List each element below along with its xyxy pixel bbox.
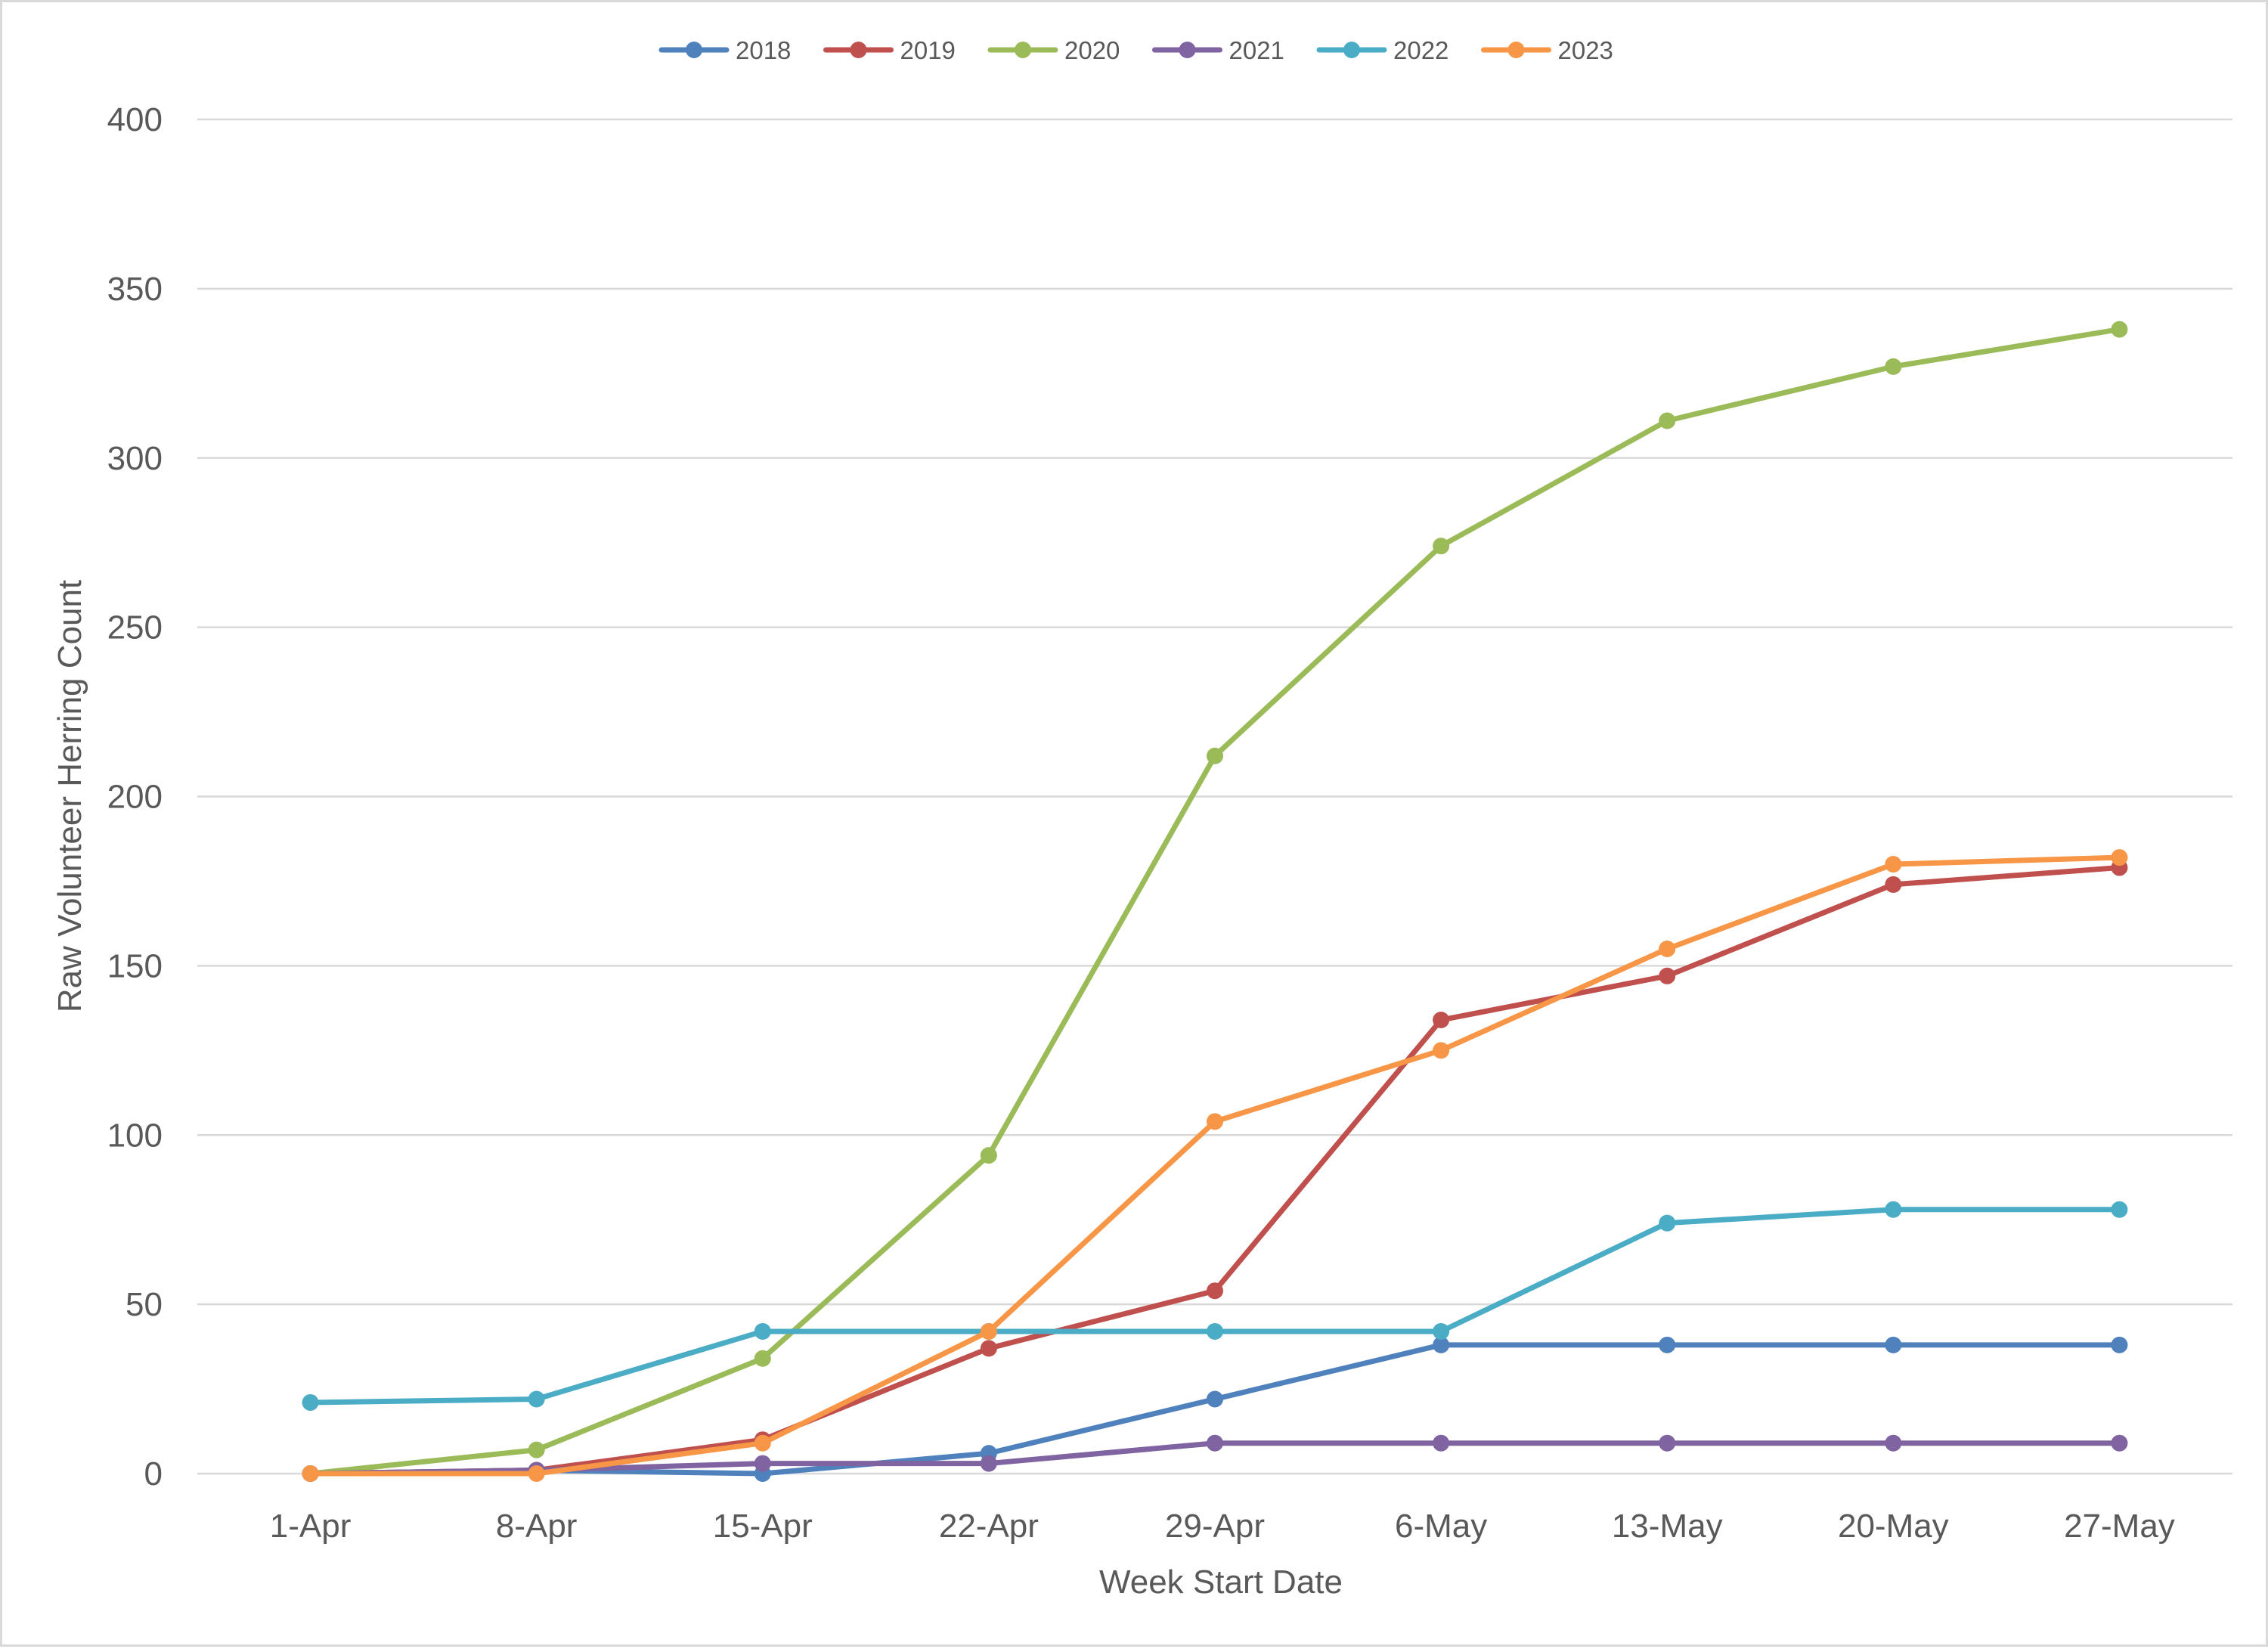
x-tick-label: 15-Apr — [713, 1508, 813, 1545]
data-point — [1433, 1336, 1450, 1353]
y-tick-label: 50 — [125, 1286, 163, 1323]
data-point — [1207, 1434, 1223, 1452]
y-tick-label: 400 — [107, 101, 163, 138]
data-point — [528, 1390, 545, 1408]
data-point — [1659, 940, 1676, 957]
data-point — [1207, 1282, 1223, 1300]
data-point — [2111, 1434, 2128, 1452]
y-axis-tick-labels: 0 50 100 150 200 250 300 350 400 — [107, 101, 163, 1492]
data-point — [1885, 358, 1902, 375]
data-point — [1885, 1336, 1902, 1353]
data-point — [1659, 1214, 1676, 1232]
legend-item: 2022 — [1316, 36, 1448, 64]
data-point — [1207, 1113, 1223, 1130]
data-point — [2111, 321, 2128, 338]
x-tick-label: 20-May — [1838, 1508, 1949, 1545]
data-point — [1207, 1322, 1223, 1340]
data-point — [1433, 1042, 1450, 1059]
data-point — [1433, 538, 1450, 555]
data-point — [980, 1455, 997, 1472]
legend: 2018 2019 2020 2021 2022 2023 — [658, 36, 1613, 64]
legend-label: 2020 — [1064, 36, 1120, 64]
y-axis-title: Raw Volunteer Herring Count — [51, 580, 88, 1012]
data-point — [1885, 1434, 1902, 1452]
series-line — [308, 854, 2122, 1477]
data-point — [302, 1393, 319, 1411]
data-point — [1207, 1390, 1223, 1408]
y-tick-label: 350 — [107, 271, 163, 308]
data-point — [1885, 1201, 1902, 1218]
series-2022 — [302, 1201, 2128, 1411]
series-2023 — [302, 849, 2128, 1482]
data-point — [2111, 1201, 2128, 1218]
data-point — [754, 1350, 771, 1367]
legend-swatch-marker — [850, 42, 867, 58]
data-point — [1659, 967, 1676, 984]
legend-swatch-marker — [1507, 42, 1525, 58]
x-tick-label: 6-May — [1395, 1508, 1487, 1545]
data-point — [1433, 1012, 1450, 1029]
data-point — [302, 1465, 319, 1482]
x-tick-label: 13-May — [1612, 1508, 1723, 1545]
series-2018 — [302, 1336, 2128, 1482]
y-tick-label: 200 — [107, 779, 163, 816]
series-line — [308, 865, 2122, 1477]
x-tick-label: 22-Apr — [939, 1508, 1039, 1545]
data-point — [1885, 876, 1902, 893]
data-point — [1659, 1336, 1676, 1353]
series-line — [308, 1207, 2122, 1406]
legend-label: 2018 — [736, 36, 791, 64]
gridlines — [197, 118, 2232, 1306]
data-point — [528, 1441, 545, 1458]
legend-swatch-marker — [1015, 42, 1031, 58]
data-point — [1207, 747, 1223, 764]
data-point — [528, 1465, 545, 1482]
data-point — [754, 1322, 771, 1340]
x-tick-label: 1-Apr — [270, 1508, 352, 1545]
x-axis-title: Week Start Date — [1099, 1564, 1343, 1601]
series-lines — [302, 321, 2128, 1482]
legend-swatch-marker — [686, 42, 702, 58]
x-tick-label: 8-Apr — [496, 1508, 578, 1545]
x-axis-tick-labels: 1-Apr 8-Apr 15-Apr 22-Apr 29-Apr 6-May 13-May 2… — [270, 1508, 2175, 1545]
series-line — [308, 1342, 2122, 1477]
legend-item: 2023 — [1481, 36, 1613, 64]
legend-swatch-marker — [1343, 42, 1360, 58]
x-tick-label: 27-May — [2064, 1508, 2175, 1545]
y-tick-label: 250 — [107, 609, 163, 646]
legend-label: 2022 — [1393, 36, 1448, 64]
y-tick-label: 300 — [107, 440, 163, 477]
series-2021 — [302, 1434, 2128, 1482]
x-tick-label: 29-Apr — [1165, 1508, 1265, 1545]
data-point — [980, 1322, 997, 1340]
legend-item: 2018 — [658, 36, 791, 64]
data-point — [2111, 849, 2128, 866]
legend-swatch-marker — [1179, 42, 1196, 58]
legend-item: 2021 — [1152, 36, 1284, 64]
data-point — [2111, 1336, 2128, 1353]
legend-label: 2019 — [900, 36, 956, 64]
data-point — [1433, 1434, 1450, 1452]
data-point — [754, 1434, 771, 1452]
data-point — [1885, 856, 1902, 873]
data-point — [1433, 1322, 1450, 1340]
legend-item: 2020 — [987, 36, 1120, 64]
data-point — [980, 1340, 997, 1357]
data-point — [754, 1455, 771, 1472]
data-point — [1659, 1434, 1676, 1452]
data-point — [1659, 412, 1676, 429]
y-tick-label: 150 — [107, 947, 163, 984]
y-tick-label: 100 — [107, 1117, 163, 1154]
legend-label: 2021 — [1229, 36, 1284, 64]
legend-item: 2019 — [823, 36, 956, 64]
series-2020 — [302, 321, 2128, 1482]
y-tick-label: 0 — [144, 1455, 163, 1492]
legend-label: 2023 — [1558, 36, 1613, 64]
data-point — [980, 1147, 997, 1164]
